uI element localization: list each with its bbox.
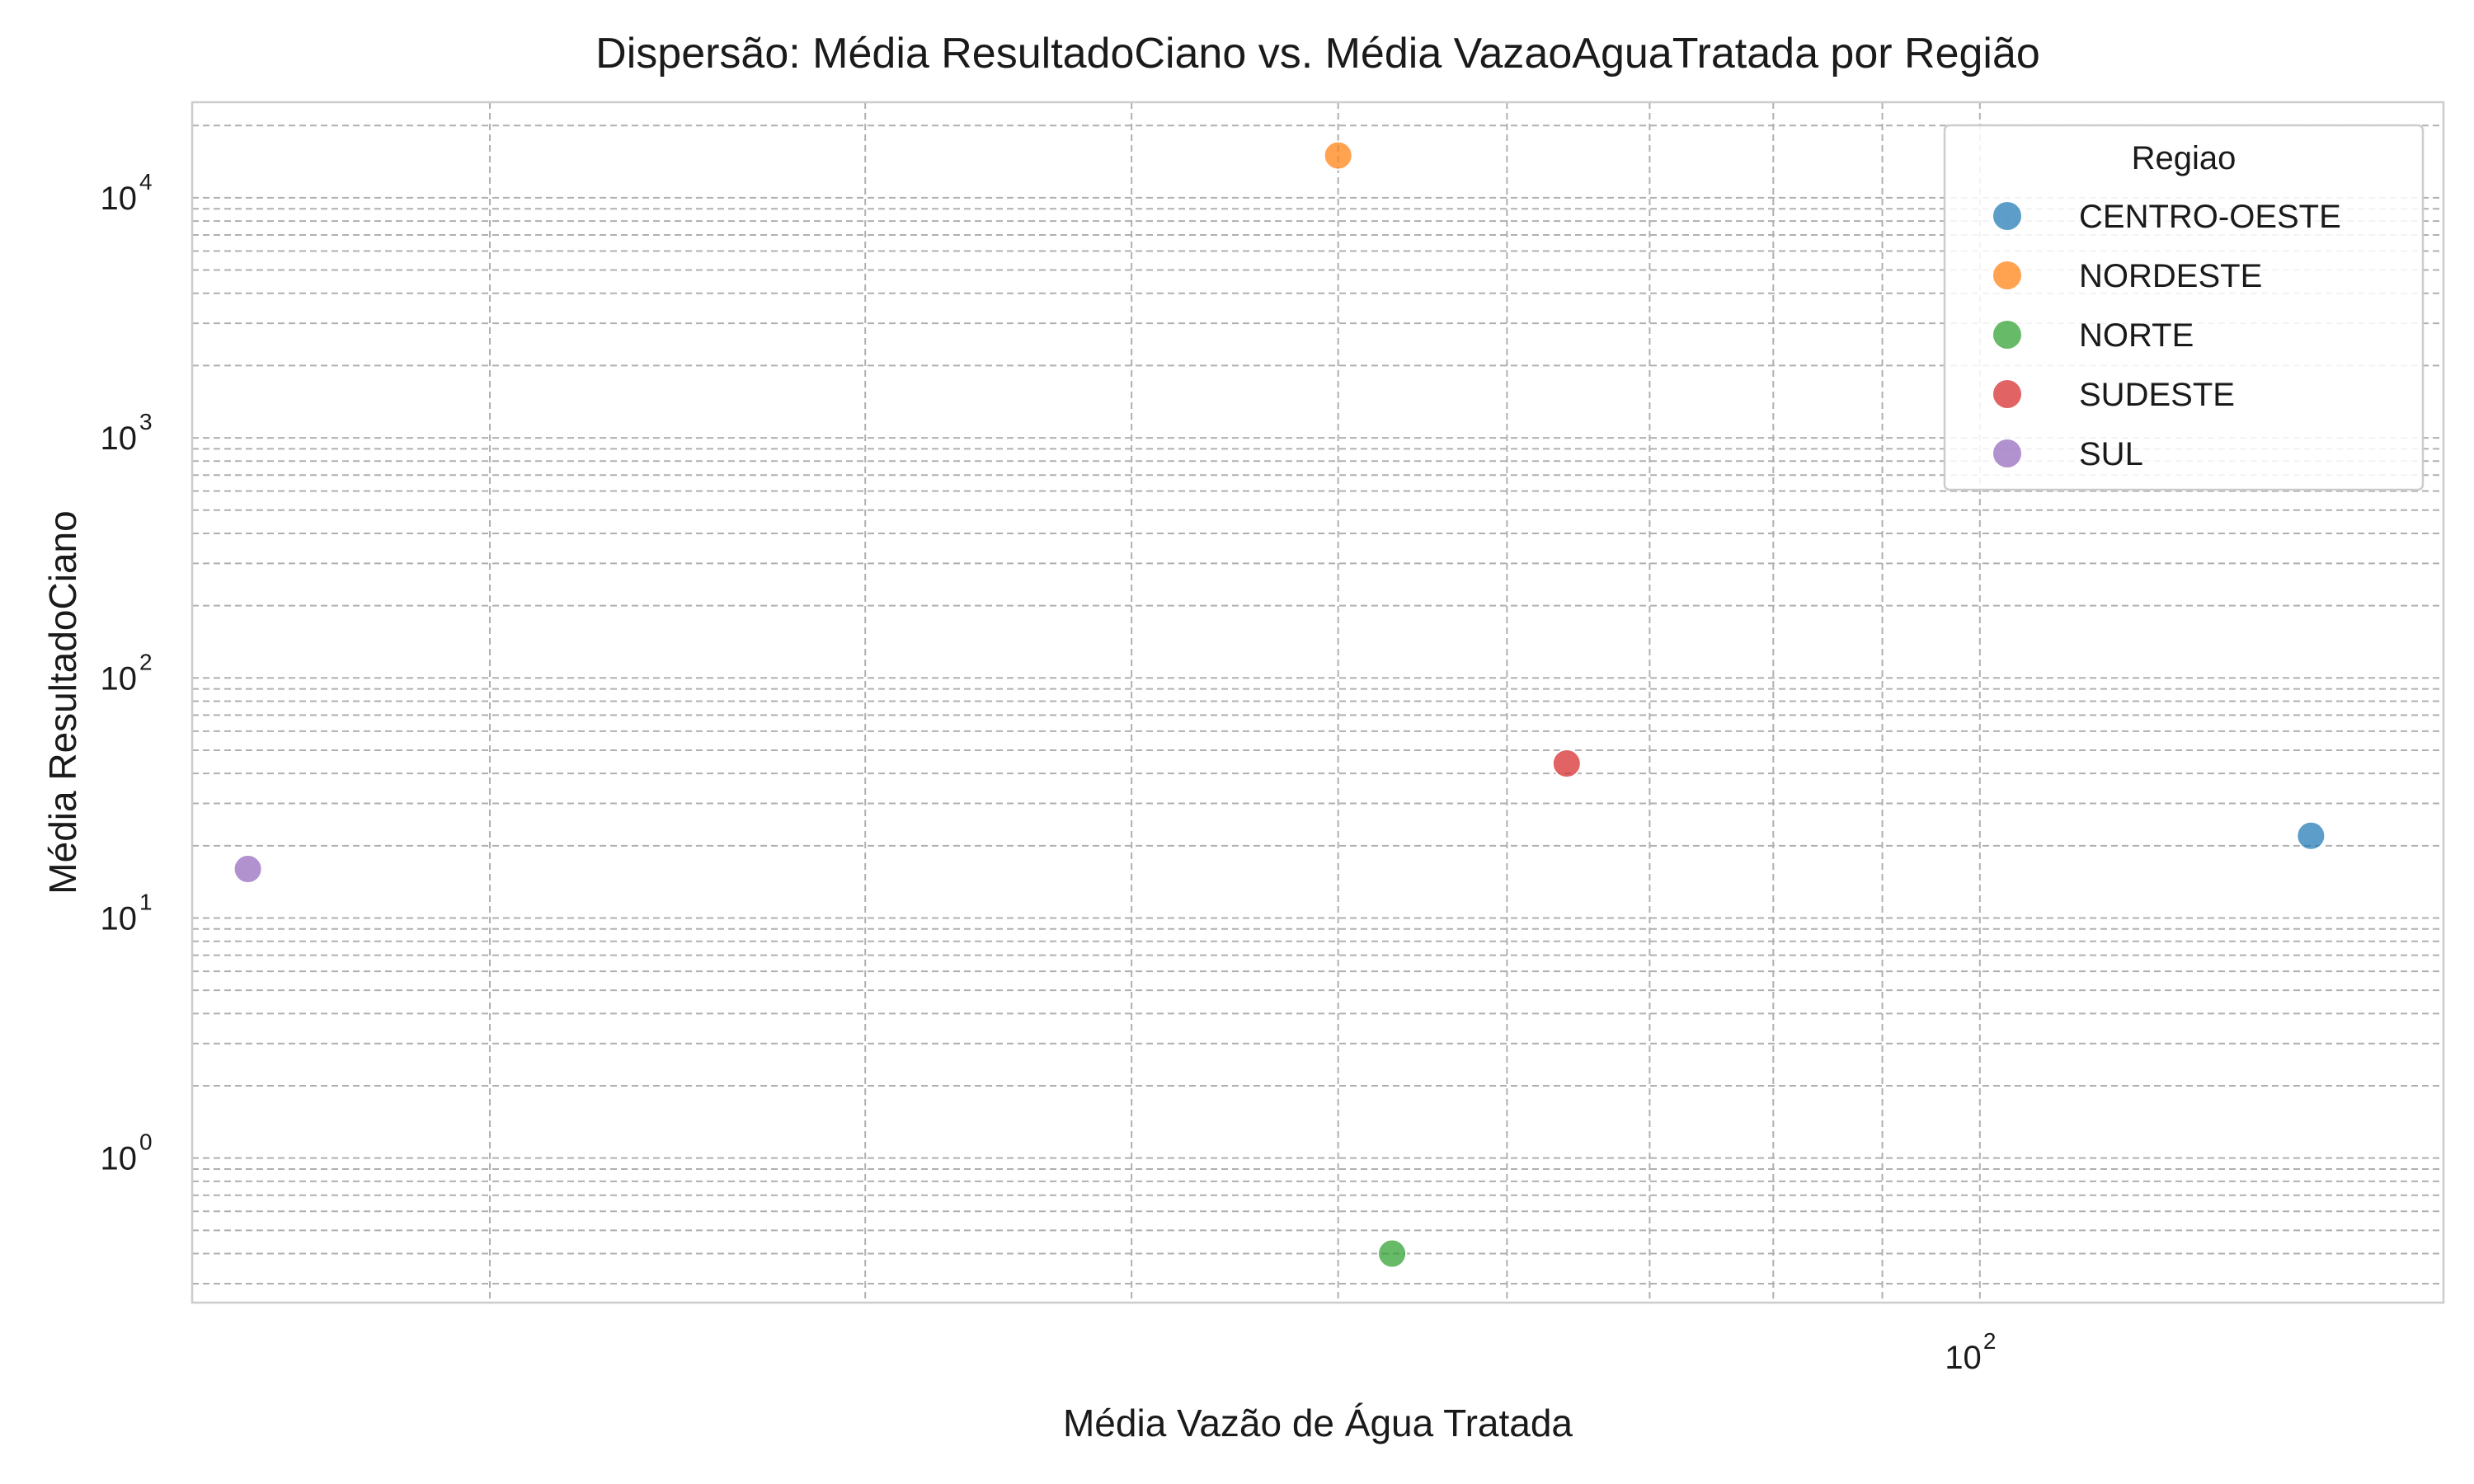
y-tick-exponent: 0 (139, 1129, 153, 1155)
legend-title: Regiao (2132, 140, 2236, 176)
legend-label: NORDESTE (2079, 258, 2262, 294)
legend-label: SUL (2079, 436, 2143, 472)
y-tick-base: 10 (101, 420, 138, 457)
legend-marker (1993, 261, 2021, 289)
legend-marker (1993, 321, 2021, 349)
y-tick-base: 10 (101, 181, 138, 217)
y-tick-label: 10 2 (101, 649, 153, 697)
legend-item: NORDESTE (1993, 258, 2262, 294)
y-tick-base: 10 (101, 1141, 138, 1177)
y-tick-exponent: 2 (139, 649, 153, 674)
legend-marker (1993, 439, 2021, 467)
x-axis-label: Média Vazão de Água Tratada (1063, 1402, 1573, 1444)
legend-items: CENTRO-OESTE NORDESTE NORTE SUDESTE SUL (1993, 199, 2341, 472)
y-tick-base: 10 (101, 900, 138, 937)
data-point-sudeste (1551, 749, 1582, 779)
legend-box (1943, 124, 2425, 491)
legend-label: SUDESTE (2079, 377, 2235, 413)
y-tick-base: 10 (101, 660, 138, 697)
legend-marker (1993, 380, 2021, 408)
legend-marker (1993, 202, 2021, 230)
y-tick-label: 10 3 (101, 409, 153, 457)
legend-item: NORTE (1993, 317, 2194, 354)
y-tick-exponent: 4 (139, 169, 153, 195)
legend-item: SUL (1993, 436, 2143, 472)
data-point-nordeste (1323, 140, 1353, 171)
y-tick-exponent: 3 (139, 409, 153, 434)
chart-title: Dispersão: Média ResultadoCiano vs. Médi… (595, 30, 2040, 77)
y-tick-label: 10 0 (101, 1129, 153, 1177)
data-point-sul (233, 854, 263, 885)
plot-area-frame (190, 101, 2445, 1304)
y-axis-label: Média ResultadoCiano (41, 510, 84, 894)
y-tick-exponent: 1 (139, 889, 153, 914)
data-point-centro-oeste (2296, 820, 2326, 851)
data-points (233, 140, 2326, 1269)
x-tick-label: 10 2 (1945, 1328, 1996, 1376)
data-point-norte (1377, 1238, 1408, 1269)
legend: Regiao CENTRO-OESTE NORDESTE NORTE SUDESTE S… (1943, 124, 2425, 491)
y-tick-label: 10 1 (101, 889, 153, 937)
legend-item: SUDESTE (1993, 377, 2235, 413)
legend-item: CENTRO-OESTE (1993, 199, 2341, 235)
x-tick-exponent: 2 (1983, 1328, 1997, 1354)
x-tick-base: 10 (1945, 1340, 1982, 1376)
y-tick-label: 10 4 (101, 169, 153, 217)
x-tick-labels: 10 2 (1945, 1328, 1996, 1376)
legend-label: CENTRO-OESTE (2079, 199, 2341, 235)
legend-label: NORTE (2079, 317, 2194, 354)
